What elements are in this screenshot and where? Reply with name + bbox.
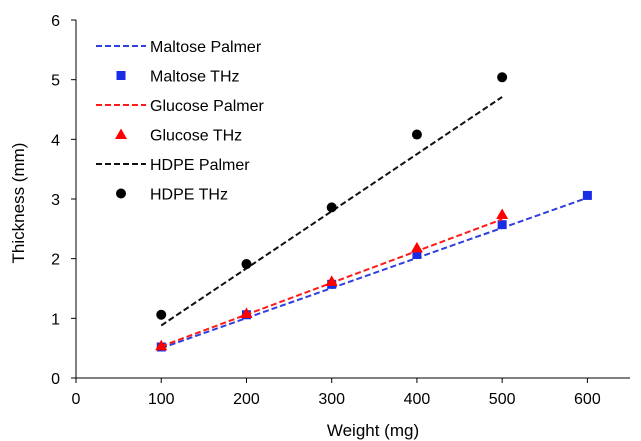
series-glucose-thz [155, 208, 509, 351]
y-tick-label: 3 [51, 192, 60, 209]
legend-item-glucose-thz: Glucose THz [115, 128, 242, 145]
y-tick-label: 1 [51, 311, 60, 328]
axes: 0 100 200 300 400 500 600 0 1 2 3 4 5 6 [51, 13, 630, 408]
y-tick-label: 2 [51, 252, 60, 269]
y-tick-label: 5 [51, 73, 60, 90]
legend-item-hdpe-thz: HDPE THz [116, 187, 228, 204]
x-tick-label: 600 [574, 391, 601, 408]
legend-swatch [115, 128, 127, 139]
y-tick-label: 4 [51, 132, 60, 149]
legend-label: Glucose Palmer [150, 98, 264, 115]
x-axis-title: Weight (mg) [327, 421, 419, 440]
x-tick-label: 100 [148, 391, 175, 408]
maltose-thz-point [412, 249, 422, 259]
y-tick-label: 0 [51, 371, 60, 388]
series-maltose-palmer [160, 196, 588, 350]
hdpe-thz-point [241, 259, 252, 270]
series-hdpe-palmer [160, 96, 503, 327]
x-tick-label: 300 [318, 391, 345, 408]
legend-label: Maltose THz [150, 69, 240, 86]
y-axis-title: Thickness (mm) [9, 143, 28, 264]
legend-label: Maltose Palmer [150, 39, 262, 56]
legend-label: HDPE THz [150, 187, 228, 204]
hdpe-palmer-line [160, 96, 503, 327]
x-tick-label: 200 [233, 391, 260, 408]
legend-label: HDPE Palmer [150, 157, 250, 174]
hdpe-thz-point [497, 72, 508, 83]
series-layer [155, 72, 592, 352]
legend-swatch [116, 188, 126, 199]
glucose-thz-point [496, 208, 509, 220]
y-tick-label: 6 [51, 13, 60, 30]
glucose-thz-point [325, 275, 338, 286]
legend-label: Glucose THz [150, 128, 242, 145]
maltose-palmer-line [160, 196, 588, 350]
hdpe-thz-point [156, 309, 167, 320]
legend-item-hdpe-palmer: HDPE Palmer [96, 157, 250, 174]
maltose-thz-point [582, 190, 592, 200]
legend-item-maltose-thz: Maltose THz [116, 69, 240, 86]
series-hdpe-thz [156, 72, 508, 320]
x-tick-label: 400 [404, 391, 431, 408]
hdpe-thz-point [326, 202, 337, 213]
x-tick-label: 0 [72, 391, 81, 408]
glucose-thz-point [410, 241, 423, 253]
x-tick-label: 500 [489, 391, 516, 408]
hdpe-thz-point [411, 129, 422, 140]
legend-swatch [116, 71, 126, 80]
legend: Maltose Palmer Maltose THz Glucose Palmer G… [96, 39, 264, 204]
legend-item-maltose-palmer: Maltose Palmer [96, 39, 262, 56]
glucose-thz-point [155, 339, 168, 351]
glucose-thz-point [240, 307, 253, 319]
legend-item-glucose-palmer: Glucose Palmer [96, 98, 264, 115]
maltose-thz-point [497, 220, 507, 230]
